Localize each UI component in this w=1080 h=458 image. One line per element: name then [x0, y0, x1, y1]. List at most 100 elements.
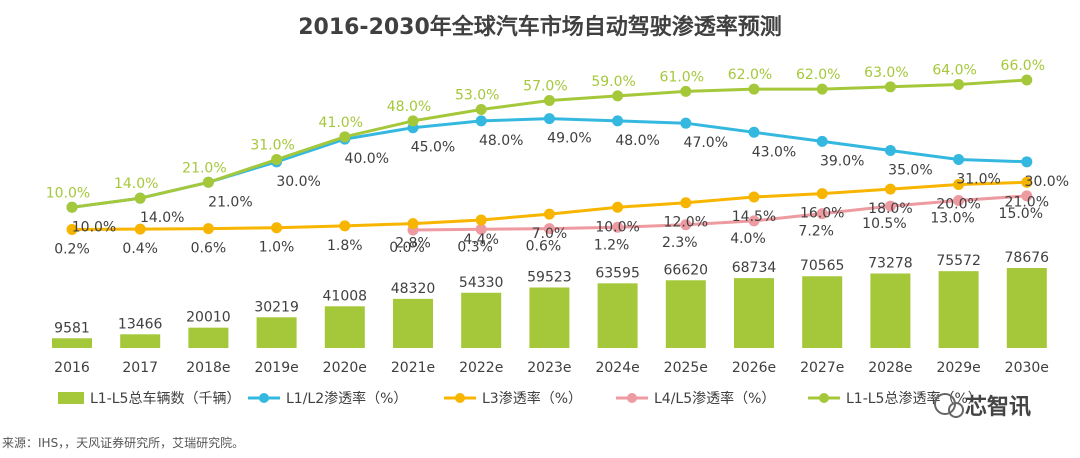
legend-marker [627, 393, 637, 403]
legend-item-series[interactable]: L3渗透率（%） [444, 390, 582, 407]
x-tick-label: 2027e [800, 360, 844, 376]
bar-value-label: 68734 [732, 260, 777, 276]
point-label: 2.3% [662, 235, 698, 251]
series-point [612, 221, 624, 233]
legend-label: L4/L5渗透率（%） [654, 390, 775, 407]
bar-value-label: 75572 [936, 253, 981, 269]
point-label: 18.0% [868, 201, 912, 217]
bar-value-label: 48320 [391, 281, 436, 297]
point-label: 63.0% [864, 65, 908, 81]
series-point [953, 154, 965, 166]
series-point [543, 208, 555, 220]
line-layer [66, 74, 1033, 236]
bar-2026e [734, 278, 774, 348]
legend-marker [819, 393, 829, 403]
series-point [202, 223, 214, 235]
series-point [66, 224, 78, 236]
x-tick-label: 2021e [391, 360, 435, 376]
bar-value-label: 20010 [186, 310, 231, 326]
x-tick-label: 2025e [664, 360, 708, 376]
legend-item-series[interactable]: L1/L2渗透率（%） [248, 390, 407, 407]
point-label: 12.0% [664, 215, 708, 231]
series-point [680, 85, 692, 97]
series-point [612, 201, 624, 213]
x-tick-label: 2020e [323, 360, 367, 376]
point-label: 62.0% [796, 67, 840, 83]
bar-2029e [938, 271, 979, 348]
series-point [407, 115, 419, 127]
chart-title: 2016-2030年全球汽车市场自动驾驶渗透率预测 [298, 14, 782, 40]
point-label: 7.2% [798, 224, 834, 240]
series-point [66, 201, 78, 213]
point-label: 30.0% [276, 174, 320, 190]
bar-2030e [1006, 268, 1047, 348]
bar-label-layer: 9581 13466 20010 30219 41008 48320 54330 59523 6… [54, 250, 1049, 336]
bar-2028e [870, 273, 911, 348]
point-label: 13.0% [930, 210, 974, 226]
point-label: 21.0% [208, 194, 252, 210]
bar-2016 [52, 338, 92, 348]
source-note: 来源：IHS，，天风证券研究所，艾瑞研究院。 [2, 435, 244, 450]
series-point [475, 223, 487, 235]
series-point [1021, 190, 1033, 202]
series-point [748, 126, 760, 138]
series-point [748, 191, 760, 203]
point-label: 49.0% [547, 131, 591, 147]
point-label: 10.0% [46, 185, 90, 201]
bar-value-label: 78676 [1005, 250, 1050, 266]
bar-value-label: 54330 [459, 275, 504, 291]
point-label: 0.4% [122, 241, 158, 257]
bar-2018e [188, 327, 229, 348]
point-label: 64.0% [932, 63, 976, 79]
series-point [816, 188, 828, 200]
point-label: 66.0% [1001, 58, 1045, 74]
series-point [1021, 156, 1033, 168]
series-point [543, 94, 555, 106]
x-tick-label: 2029e [936, 360, 980, 376]
point-label: 40.0% [345, 151, 389, 167]
point-label: 35.0% [888, 162, 932, 178]
point-label: 14.0% [114, 176, 158, 192]
bar-value-label: 70565 [800, 258, 845, 274]
series-point [612, 90, 624, 102]
series-point [953, 79, 965, 91]
point-label: 14.0% [140, 210, 184, 226]
point-label: 47.0% [684, 135, 728, 151]
series-line [412, 194, 1027, 232]
bar-2023e [529, 287, 570, 348]
series-point [1021, 176, 1033, 188]
x-tick-label: 2023e [527, 360, 571, 376]
bar-2019e [256, 317, 297, 348]
point-label: 39.0% [820, 153, 864, 169]
point-label: 43.0% [752, 144, 796, 160]
x-tick-label: 2017 [122, 360, 158, 376]
series-point [748, 215, 760, 227]
legend-item-bars[interactable]: L1-L5总车辆数（千辆） [58, 390, 240, 407]
bar-2021e [393, 298, 433, 348]
bar-value-label: 63595 [595, 265, 640, 281]
point-label: 10.5% [862, 216, 906, 232]
series-point [612, 115, 624, 127]
point-label: 1.2% [594, 237, 630, 253]
series-point [339, 131, 351, 143]
series-point [816, 83, 828, 95]
point-label: 31.0% [250, 138, 294, 154]
point-label: 21.0% [1005, 194, 1049, 210]
legend[interactable]: L1-L5总车辆数（千辆） L1/L2渗透率（%） L3渗透率（%） L4/L5渗透率… [58, 390, 982, 407]
bar-value-label: 30219 [254, 299, 299, 315]
series-point [680, 197, 692, 209]
point-label: 48.0% [479, 133, 523, 149]
point-label: 2.8% [395, 236, 431, 252]
series-point [680, 219, 692, 231]
legend-label: L3渗透率（%） [482, 390, 582, 407]
legend-swatch [58, 392, 84, 404]
point-label: 59.0% [591, 74, 635, 90]
bar-2027e [802, 276, 843, 348]
bar-value-label: 73278 [868, 255, 913, 271]
legend-item-series[interactable]: L4/L5渗透率（%） [616, 390, 775, 407]
series-point [339, 220, 351, 232]
x-tick-label: 2019e [254, 360, 298, 376]
point-label: 7.0% [532, 226, 568, 242]
bar-value-label: 13466 [118, 316, 163, 332]
